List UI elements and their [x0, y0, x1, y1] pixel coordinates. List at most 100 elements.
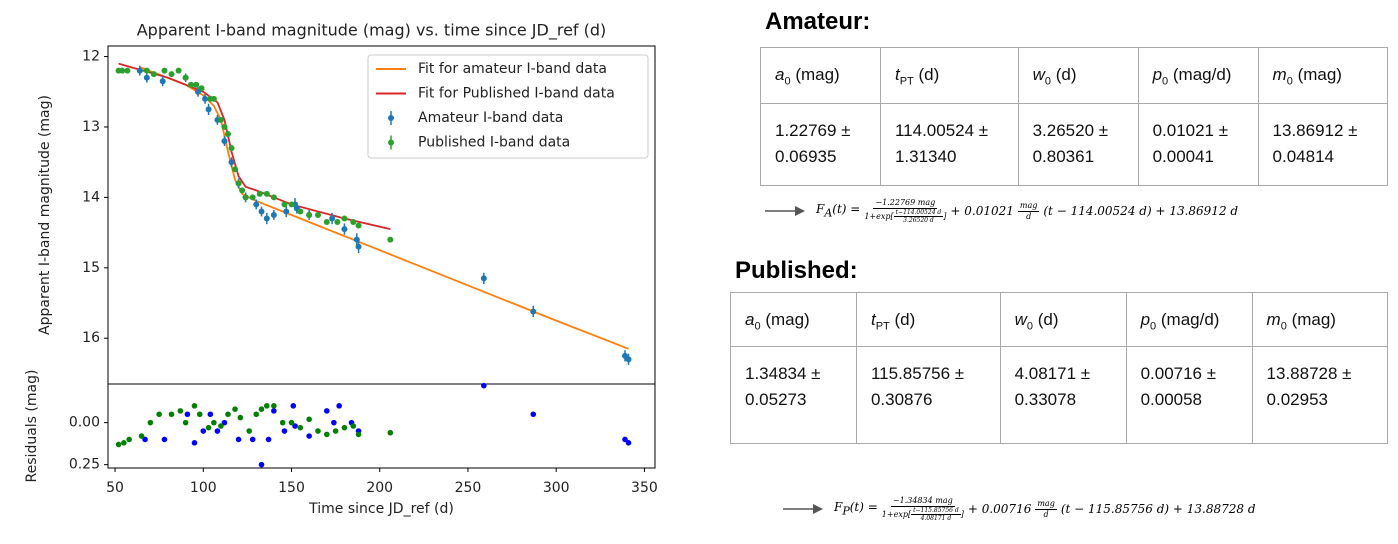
- formula: FA(t) = −1.22769 mag 1+exp[t−114.00524 d 3.…: [816, 198, 1238, 224]
- data-point: [210, 95, 217, 102]
- legend-label: Fit for amateur I-band data: [418, 61, 607, 77]
- y-tick-label: 0.00: [69, 415, 100, 431]
- header-cell: tPT (d): [879, 47, 1019, 104]
- subscript: P: [842, 504, 850, 518]
- subscript: 0: [1044, 75, 1051, 88]
- data-point: [270, 212, 277, 218]
- data-point: [205, 424, 212, 431]
- text: + 0.00716: [967, 502, 1032, 516]
- cell: 0.01021 ± 0.00041: [1137, 103, 1259, 186]
- legend-label: Fit for Published I-band data: [418, 86, 615, 102]
- data-point: [314, 212, 321, 218]
- unit: (mag): [795, 65, 840, 84]
- y-tick-label: 15: [82, 260, 100, 276]
- legend-swatch: [388, 139, 394, 146]
- y-tick-label: 13: [82, 119, 100, 135]
- data-point: [263, 215, 270, 222]
- data-point: [625, 356, 632, 363]
- unit: (mag): [1297, 65, 1342, 84]
- legend-box: [367, 54, 649, 159]
- text: 1+exp[: [864, 211, 894, 221]
- cell: 4.08171 ± 0.33078: [999, 346, 1127, 444]
- data-point: [258, 208, 265, 215]
- data-point: [239, 187, 246, 194]
- data-point: [235, 436, 242, 443]
- data-point: [355, 431, 362, 438]
- data-point: [265, 436, 272, 443]
- subscript: 0: [754, 320, 761, 333]
- header-cell: a0 (mag): [760, 47, 881, 104]
- text: (t) =: [849, 500, 878, 515]
- subscript: 0: [1150, 320, 1157, 333]
- data-point: [271, 403, 277, 409]
- numerator: t−114.00524 d: [893, 209, 944, 217]
- y-tick-label: 0.25: [69, 457, 100, 473]
- header-row: a0 (mag) tPT (d) w0 (d) p0 (mag/d) m0 (mag): [730, 292, 1389, 347]
- subscript: 0: [1026, 320, 1033, 333]
- symbol: t: [894, 65, 900, 84]
- text: F: [816, 202, 825, 217]
- data-point: [168, 71, 175, 78]
- subscript: 0: [1280, 320, 1287, 333]
- fraction: t−115.85756 d 4.08171 d: [911, 507, 961, 522]
- data-point: [480, 275, 487, 282]
- data-point: [161, 67, 168, 74]
- data-point: [279, 419, 286, 426]
- unit: (mag): [765, 310, 810, 329]
- denominator: 4.08171 d: [920, 515, 952, 522]
- data-point: [264, 403, 270, 409]
- subscript: 0: [784, 75, 791, 88]
- data-point: [625, 440, 632, 446]
- data-point: [329, 215, 336, 222]
- header-cell: p0 (mag/d): [1125, 292, 1253, 347]
- data-point: [249, 194, 256, 201]
- data-point: [218, 423, 224, 429]
- symbol: a: [745, 310, 755, 329]
- data-point: [235, 180, 242, 187]
- cell: 13.88728 ± 0.02953: [1251, 346, 1389, 444]
- data-point: [191, 403, 198, 409]
- data-point: [187, 81, 194, 88]
- subscript: PT: [875, 320, 890, 333]
- arrow: [765, 206, 805, 216]
- data-point: [221, 123, 228, 130]
- fraction: −1.22769 mag 1+exp[t−114.00524 d 3.26520 d…: [864, 198, 946, 224]
- denominator: 1+exp[t−114.00524 d 3.26520 d]: [864, 209, 946, 224]
- data-point: [306, 433, 312, 439]
- data-point: [156, 411, 162, 418]
- subscript: 0: [1286, 75, 1293, 88]
- data-point: [217, 116, 224, 123]
- data-point: [205, 106, 212, 113]
- data-point: [191, 440, 198, 446]
- data-point: [126, 436, 132, 443]
- cell: 3.26520 ± 0.80361: [1017, 103, 1139, 186]
- data-point: [253, 411, 260, 418]
- data-point: [341, 424, 348, 431]
- text: 1+exp[: [881, 509, 912, 519]
- unit: (d): [918, 65, 940, 84]
- data-point: [196, 411, 203, 418]
- cell: 13.86912 ± 0.04814: [1257, 103, 1389, 186]
- data-point: [290, 403, 297, 409]
- cell: 114.00524 ± 1.31340: [879, 103, 1019, 186]
- text: (t − 114.00524 d) + 13.86912 d: [1043, 204, 1239, 218]
- data-point: [224, 131, 231, 138]
- data-point: [281, 201, 288, 208]
- symbol: w: [1032, 65, 1045, 84]
- data-point: [341, 215, 348, 222]
- data-point: [177, 408, 184, 414]
- data-point: [258, 461, 265, 468]
- header-cell: m0 (mag): [1257, 47, 1389, 104]
- table: a0 (mag) tPT (d) w0 (d) p0 (mag/d) m0 (mag) 1…: [730, 292, 1389, 444]
- data-point: [315, 428, 321, 434]
- data-point: [622, 436, 628, 443]
- data-point: [336, 403, 342, 409]
- data-point: [334, 219, 341, 226]
- chart-title: Apparent I-band magnitude (mag) vs. time…: [137, 21, 607, 41]
- subscript: A: [824, 206, 833, 220]
- data-point: [297, 424, 304, 431]
- data-point: [159, 78, 166, 85]
- cell: 1.22769 ± 0.06935: [760, 103, 881, 186]
- text: + 0.01021: [950, 204, 1014, 218]
- header-row: a0 (mag) tPT (d) w0 (d) p0 (mag/d) m0 (mag): [760, 47, 1389, 104]
